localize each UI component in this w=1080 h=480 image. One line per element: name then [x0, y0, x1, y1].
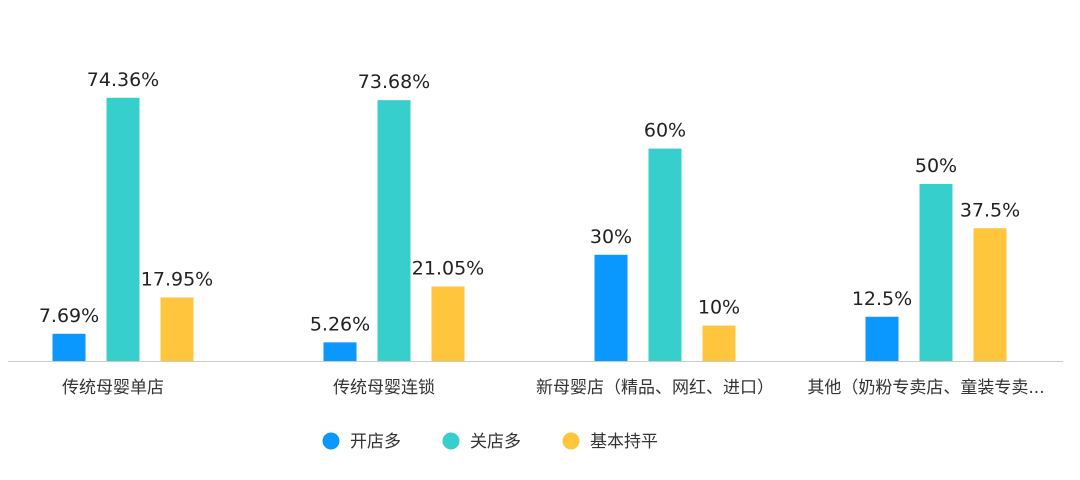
- data-label-2-3: 60%: [644, 120, 686, 142]
- data-label-1-1: 7.69%: [39, 305, 99, 327]
- data-label-1-2: 5.26%: [310, 313, 370, 335]
- legend-label-3: 基本持平: [590, 432, 658, 452]
- data-label-3-3: 10%: [698, 297, 740, 319]
- data-label-3-1: 17.95%: [141, 268, 213, 290]
- data-label-2-1: 74.36%: [87, 69, 159, 91]
- bar-1-1: [52, 333, 86, 361]
- data-label-3-2: 21.05%: [412, 257, 484, 279]
- data-label-1-4: 12.5%: [852, 288, 912, 310]
- data-label-2-4: 50%: [915, 155, 957, 177]
- bar-3-1: [160, 297, 194, 361]
- legend-marker-1: [322, 432, 340, 450]
- category-label-2: 传统母婴连锁: [333, 378, 435, 398]
- bar-2-3: [648, 148, 682, 361]
- bar-3-3: [702, 325, 736, 361]
- data-label-3-4: 37.5%: [960, 199, 1020, 221]
- bar-1-3: [594, 254, 628, 361]
- bar-1-2: [323, 342, 357, 361]
- legend-label-1: 开店多: [350, 432, 401, 452]
- legend-marker-3: [562, 432, 580, 450]
- category-label-4: 其他（奶粉专卖店、童装专卖...: [807, 378, 1044, 398]
- bar-2-2: [377, 100, 411, 362]
- bar-2-1: [106, 97, 140, 362]
- bar-3-4: [973, 228, 1007, 361]
- legend-marker-2: [442, 432, 460, 450]
- bar-2-4: [919, 184, 953, 361]
- bar-3-2: [431, 286, 465, 361]
- bar-1-4: [865, 316, 899, 361]
- category-label-3: 新母婴店（精品、网红、进口）: [536, 378, 774, 398]
- legend-label-2: 关店多: [470, 432, 521, 452]
- data-label-1-3: 30%: [590, 226, 632, 248]
- category-label-1: 传统母婴单店: [62, 378, 164, 398]
- data-label-2-2: 73.68%: [358, 71, 430, 93]
